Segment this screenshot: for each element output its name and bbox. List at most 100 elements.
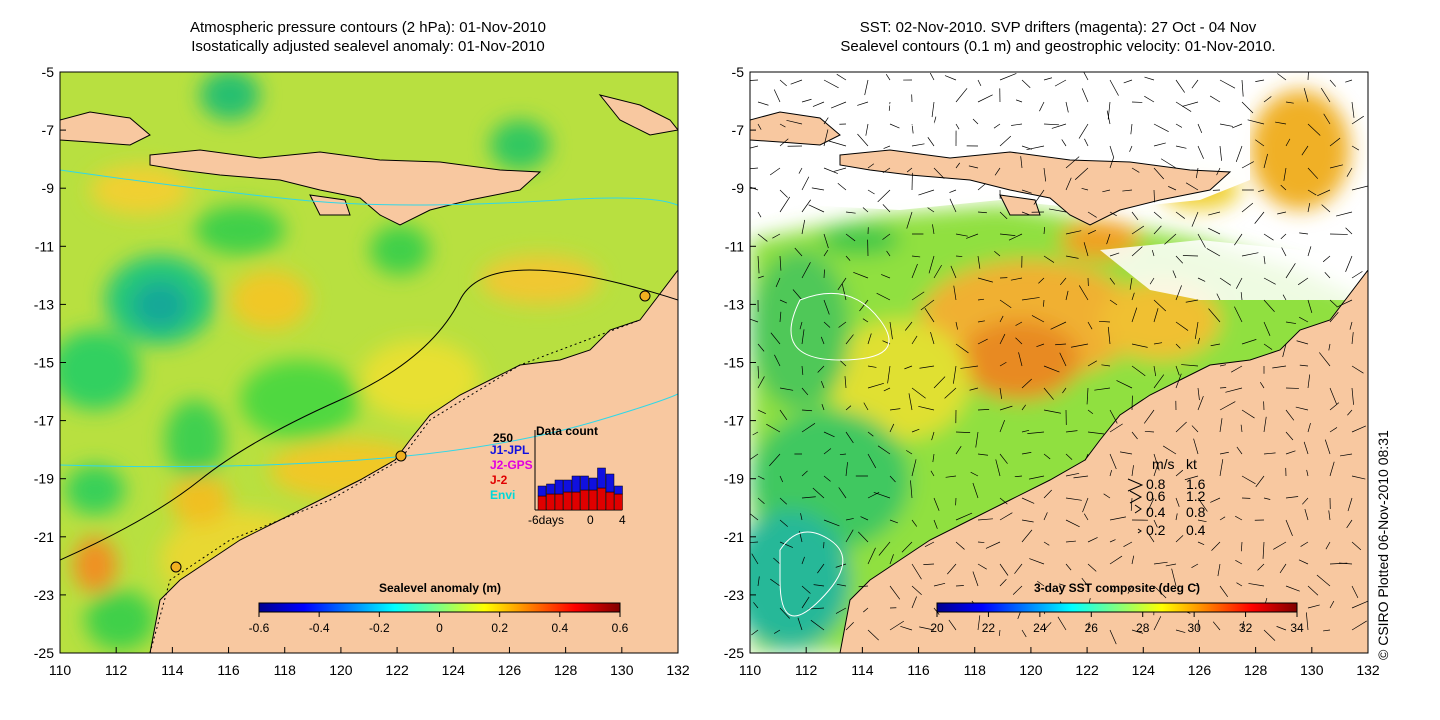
velocity-vector bbox=[1285, 409, 1295, 421]
velocity-vector bbox=[977, 183, 986, 191]
velocity-vector bbox=[1197, 145, 1204, 159]
velocity-vector bbox=[1175, 101, 1192, 112]
velocity-vector bbox=[1085, 453, 1089, 461]
velocity-vector bbox=[801, 365, 804, 375]
velocity-vector bbox=[773, 557, 781, 565]
velocity-vector bbox=[779, 311, 782, 323]
velocity-vector bbox=[867, 163, 875, 169]
velocity-vector bbox=[947, 563, 957, 575]
velocity-vector bbox=[820, 380, 825, 389]
velocity-vector bbox=[862, 318, 869, 323]
velocity-vector bbox=[1230, 365, 1243, 373]
velocity-vector bbox=[1234, 233, 1243, 246]
velocity-vector bbox=[889, 423, 895, 433]
right-cb-tick-label: 26 bbox=[1085, 621, 1099, 635]
velocity-vector bbox=[1081, 187, 1089, 191]
velocity-vector bbox=[1255, 139, 1265, 147]
velocity-vector bbox=[1010, 277, 1023, 281]
velocity-vector bbox=[1175, 497, 1180, 507]
right-y-tick-label: -13 bbox=[724, 296, 744, 312]
left-y-tick-label: -23 bbox=[34, 587, 54, 603]
velocity-vector bbox=[1109, 555, 1123, 565]
velocity-vector bbox=[1321, 204, 1331, 213]
velocity-vector bbox=[1033, 189, 1045, 205]
velocity-vector bbox=[837, 277, 847, 291]
velocity-vector bbox=[972, 118, 979, 125]
velocity-vector bbox=[1109, 299, 1118, 306]
velocity-vector bbox=[1084, 138, 1089, 147]
velocity-vector bbox=[975, 431, 979, 448]
velocity-vector bbox=[1280, 184, 1287, 191]
velocity-vector bbox=[836, 583, 847, 587]
tide-gauge-marker bbox=[639, 290, 651, 302]
left-x-tick-label: 114 bbox=[161, 662, 184, 678]
velocity-vector bbox=[1351, 600, 1368, 609]
velocity-vector bbox=[885, 74, 891, 81]
velocity-vector bbox=[779, 387, 794, 391]
velocity-vector bbox=[1109, 145, 1115, 158]
velocity-vector bbox=[1259, 382, 1265, 389]
left-cb-tick-label: 0 bbox=[436, 621, 443, 635]
velocity-vector bbox=[750, 513, 759, 521]
left-title-line1: Atmospheric pressure contours (2 hPa): 0… bbox=[189, 19, 546, 36]
velocity-vector bbox=[774, 354, 781, 367]
velocity-vector bbox=[1257, 563, 1265, 571]
velocity-header-kt: kt bbox=[1186, 456, 1197, 472]
velocity-vector bbox=[1346, 167, 1353, 177]
velocity-vector bbox=[1255, 475, 1265, 488]
velocity-vector bbox=[1197, 123, 1203, 134]
right-x-tick-label: 132 bbox=[1356, 662, 1380, 678]
velocity-vector bbox=[1275, 121, 1287, 125]
velocity-vector bbox=[999, 497, 1008, 505]
velocity-vector bbox=[919, 365, 935, 369]
velocity-vector bbox=[977, 298, 985, 301]
velocity-vector bbox=[1087, 211, 1097, 218]
right-cb-tick-label: 20 bbox=[930, 621, 944, 635]
velocity-vector bbox=[841, 283, 847, 301]
velocity-vector bbox=[1219, 401, 1236, 411]
velocity-vector bbox=[1235, 515, 1243, 521]
java-island bbox=[60, 111, 151, 146]
left-colorbar-gradient bbox=[258, 602, 621, 613]
velocity-vector bbox=[1197, 396, 1204, 411]
australia-landmass-right bbox=[839, 269, 1368, 653]
inset-bar-j1 bbox=[580, 475, 589, 491]
velocity-vector bbox=[977, 615, 981, 631]
velocity-vector bbox=[911, 428, 920, 433]
velocity-vector bbox=[1061, 139, 1067, 147]
velocity-vector bbox=[751, 629, 759, 636]
velocity-vector bbox=[1235, 277, 1243, 289]
velocity-vector bbox=[1263, 343, 1273, 350]
velocity-vector bbox=[1216, 293, 1221, 301]
velocity-vector bbox=[977, 338, 988, 345]
velocity-vector bbox=[911, 263, 918, 279]
velocity-vector bbox=[1351, 271, 1363, 279]
velocity-vector bbox=[1328, 510, 1331, 521]
velocity-vector bbox=[1329, 299, 1338, 307]
velocity-vector bbox=[1197, 387, 1200, 401]
velocity-vector bbox=[1029, 558, 1045, 565]
velocity-vector bbox=[1122, 189, 1133, 192]
left-x-tick-label: 116 bbox=[217, 662, 240, 678]
velocity-vector bbox=[823, 249, 829, 257]
velocity-vector bbox=[955, 233, 968, 237]
velocity-vector bbox=[1027, 431, 1045, 434]
velocity-vector bbox=[801, 423, 816, 433]
velocity-vector bbox=[1338, 562, 1353, 565]
right-cb-tick-label: 22 bbox=[982, 621, 996, 635]
velocity-vector bbox=[1039, 101, 1045, 112]
velocity-vector bbox=[1301, 145, 1309, 156]
velocity-vector bbox=[1307, 246, 1312, 257]
velocity-vector bbox=[933, 519, 938, 529]
velocity-vector bbox=[1282, 294, 1287, 301]
velocity-vector bbox=[972, 482, 979, 499]
velocity-vector bbox=[1175, 211, 1185, 219]
left-title: Atmospheric pressure contours (2 hPa): 0… bbox=[60, 18, 676, 56]
velocity-vector bbox=[801, 98, 812, 103]
velocity-vector bbox=[1317, 189, 1331, 197]
velocity-vector bbox=[1021, 497, 1035, 504]
left-colorbar-label: Sealevel anomaly (m) bbox=[379, 581, 501, 595]
velocity-vector bbox=[1129, 145, 1133, 152]
velocity-vector bbox=[904, 321, 913, 331]
velocity-vector bbox=[1219, 277, 1232, 286]
